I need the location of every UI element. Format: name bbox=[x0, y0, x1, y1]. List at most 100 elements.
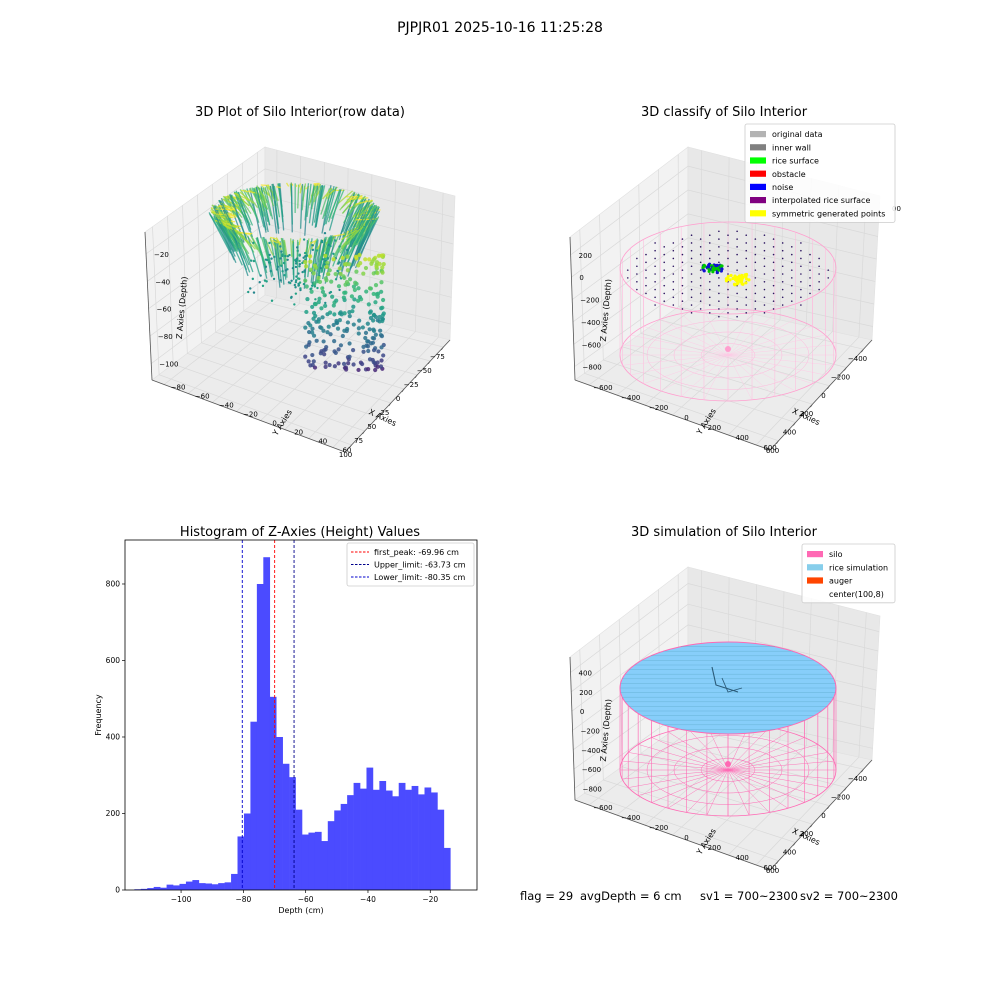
raw-inner-point bbox=[294, 292, 298, 295]
x-tick bbox=[827, 805, 830, 809]
silo-floor-spoke bbox=[727, 744, 818, 771]
histogram-bar bbox=[250, 721, 258, 890]
raw-inner-point bbox=[329, 290, 333, 294]
surface-point bbox=[654, 257, 656, 260]
surface-point bbox=[736, 292, 738, 295]
surface-point bbox=[672, 249, 675, 252]
raw-inner-point bbox=[297, 284, 300, 287]
rice-surface-point bbox=[702, 269, 706, 273]
raw-inner-point bbox=[336, 269, 339, 273]
raw-surface-strand bbox=[313, 185, 322, 223]
surface-point bbox=[663, 261, 666, 264]
surface-point bbox=[690, 304, 693, 306]
x-axis-line bbox=[769, 759, 873, 871]
raw-surface-strand bbox=[229, 228, 247, 252]
surface-point bbox=[663, 284, 666, 287]
surface-point bbox=[699, 246, 702, 248]
raw-scatter-point bbox=[356, 263, 361, 268]
raw-scatter-point bbox=[329, 279, 334, 284]
auger-line bbox=[721, 677, 743, 693]
histogram-plot: Histogram of Z-Axies (Height) Values −100… bbox=[94, 525, 478, 915]
surface-point bbox=[800, 265, 802, 268]
surface-point bbox=[718, 277, 720, 279]
legend-swatch bbox=[750, 170, 766, 177]
raw-scatter-point bbox=[345, 254, 350, 259]
legend-box bbox=[744, 123, 896, 223]
rice-surface-point bbox=[702, 263, 706, 267]
y-tick-label: 600 bbox=[106, 656, 121, 665]
raw-inner-point bbox=[293, 283, 297, 287]
surface-point bbox=[745, 296, 748, 299]
raw-scatter-point bbox=[323, 276, 328, 281]
silo-floor-spoke bbox=[622, 760, 729, 771]
histogram-bar bbox=[301, 834, 309, 890]
raw-scatter-point bbox=[303, 325, 308, 330]
simulation-3d-plot: 3D simulation of Silo Interior −400 −200 0 2… bbox=[569, 525, 896, 875]
z-tick-label: −600 bbox=[582, 341, 601, 349]
surface-point bbox=[763, 234, 766, 236]
grid-line-x bbox=[677, 154, 864, 350]
surface-point bbox=[754, 261, 757, 264]
x-tick-label: 0 bbox=[821, 812, 825, 820]
raw-inner-point bbox=[269, 269, 273, 273]
z-tick-label: −600 bbox=[582, 766, 601, 774]
histogram-bar bbox=[385, 790, 393, 890]
surface-point bbox=[827, 277, 830, 279]
grid-line-x bbox=[658, 589, 847, 788]
grid-line-z bbox=[572, 237, 876, 323]
raw-inner-point bbox=[284, 269, 288, 272]
raw-scatter-point bbox=[336, 284, 342, 289]
chart-title: 3D simulation of Silo Interior bbox=[631, 525, 818, 540]
silo-floor-spoke bbox=[727, 354, 753, 400]
histogram-bar bbox=[295, 809, 303, 890]
surface-point bbox=[663, 269, 666, 271]
surface-point bbox=[736, 230, 738, 233]
raw-inner-point bbox=[263, 279, 267, 282]
raw-surface-strand bbox=[297, 184, 300, 209]
y-tick-label: 60 bbox=[342, 447, 351, 455]
grid-line-x bbox=[599, 634, 796, 843]
histogram-bar bbox=[269, 696, 277, 890]
raw-surface-strand bbox=[298, 238, 302, 246]
surface-point bbox=[708, 242, 711, 244]
raw-scatter-point bbox=[303, 264, 309, 269]
surface-point bbox=[663, 253, 666, 256]
surface-point bbox=[772, 238, 775, 240]
y-tick-label: 600 bbox=[763, 444, 776, 452]
raw-scatter-point bbox=[381, 353, 386, 358]
x-tick bbox=[776, 860, 779, 864]
y-axis-line bbox=[574, 799, 771, 871]
surface-point bbox=[681, 284, 684, 287]
histogram-bar bbox=[192, 880, 200, 890]
raw-scatter-point bbox=[322, 352, 327, 357]
raw-scatter-point bbox=[327, 362, 332, 368]
raw-scatter-point bbox=[311, 359, 316, 364]
raw-surface-strand bbox=[232, 229, 250, 255]
raw-inner-point bbox=[298, 265, 301, 268]
raw-surface-strand bbox=[261, 237, 271, 266]
surface-point bbox=[754, 253, 757, 256]
surface-point bbox=[800, 273, 802, 275]
surface-point bbox=[763, 265, 766, 268]
surface-point bbox=[745, 312, 748, 314]
surface-point bbox=[708, 257, 711, 260]
legend-swatch bbox=[750, 197, 766, 204]
raw-inner-point bbox=[281, 270, 284, 273]
x-tick-label: 50 bbox=[367, 423, 376, 431]
surface-point bbox=[818, 257, 820, 260]
silo-floor-spoke bbox=[667, 769, 729, 809]
surface-point bbox=[745, 265, 748, 268]
grid-line-z bbox=[571, 624, 878, 712]
raw-surface-strand bbox=[256, 237, 268, 268]
histogram-bar bbox=[372, 789, 380, 890]
raw-surface-strand bbox=[238, 232, 253, 235]
surface-point bbox=[699, 292, 702, 295]
raw-scatter-point bbox=[333, 350, 338, 355]
raw-inner-point bbox=[295, 246, 299, 249]
raw-scatter-point bbox=[363, 257, 368, 262]
z-tick-label: −400 bbox=[581, 747, 600, 755]
symmetric-point bbox=[740, 277, 744, 281]
y-tick-label: 0 bbox=[115, 886, 120, 895]
surface-point bbox=[790, 261, 793, 264]
surface-point bbox=[708, 234, 711, 236]
